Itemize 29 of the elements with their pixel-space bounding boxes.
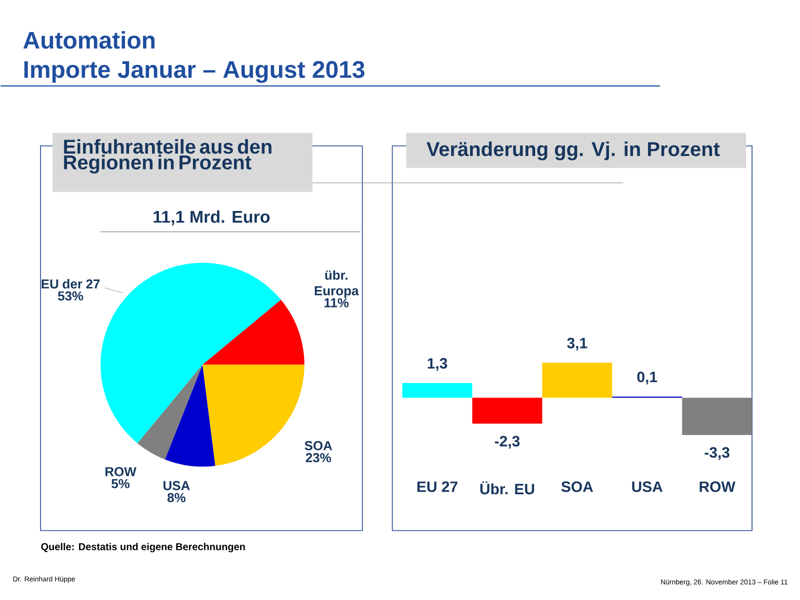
x-tick-label: USA [632,482,663,492]
x-tick-label: ROW [700,482,736,492]
slice-label: SOA [304,441,332,450]
data-label: 3,1 [567,338,588,351]
chart-title: Veränderung gg. Vj. in Prozent [426,142,720,160]
data-label: 0,1 [637,372,658,385]
data-label: -3,3 [704,447,730,460]
bar [472,398,542,424]
text: Automation [23,31,155,49]
data-label: 53% [58,292,84,301]
text: Importe Januar – August 2013 [24,61,364,84]
slice-label: EU der 27 [42,279,100,289]
bar [402,383,472,398]
data-label: 11% [324,298,349,308]
chart-title: Einfuhranteile aus den Regionen in Prozent [64,139,272,174]
data-label: 8% [167,493,186,502]
data-label: -2,3 [494,436,520,449]
slice-label: ROW [106,467,136,476]
slice-label: übr. Europa [314,270,359,298]
data-label: 1,3 [428,358,448,372]
x-tick-label: Übr. EU [480,482,534,495]
data-label: 23% [306,453,332,462]
data-label: 5% [112,479,130,488]
x-tick-label: EU 27 [417,482,458,492]
source-note: Quelle: Destatis und eigene Berechnungen [41,543,245,552]
chart-subtitle: 11,1 Mrd. Euro [154,210,270,226]
bar [542,362,612,398]
x-tick-label: SOA [561,482,594,492]
bar [682,398,752,436]
